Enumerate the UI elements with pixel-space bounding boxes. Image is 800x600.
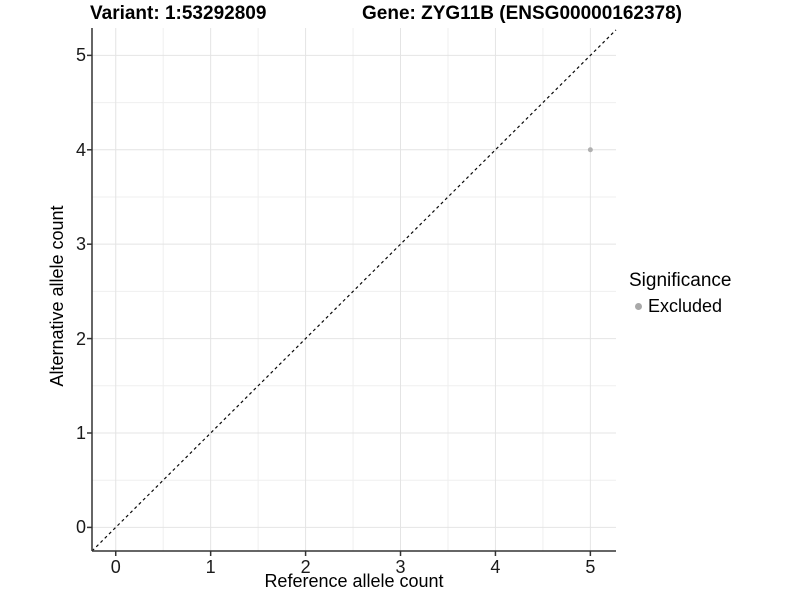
y-tick-label: 5 <box>75 45 86 66</box>
legend: Significance Excluded <box>629 269 731 317</box>
y-axis-title: Alternative allele count <box>47 205 67 387</box>
y-tick-label: 2 <box>75 328 86 349</box>
x-tick-label: 2 <box>300 557 311 577</box>
legend-item-excluded: Excluded <box>629 295 731 317</box>
data-point <box>587 147 593 153</box>
y-tick-label: 4 <box>75 139 86 160</box>
x-tick-label: 5 <box>585 557 596 577</box>
x-tick-label: 4 <box>490 557 501 577</box>
gene-title: Gene: ZYG11B (ENSG00000162378) <box>362 3 683 24</box>
legend-item-label: Excluded <box>648 296 723 316</box>
x-axis-title: Reference allele count <box>264 571 444 591</box>
y-tick-label: 0 <box>75 517 86 538</box>
y-tick-label: 3 <box>75 234 86 255</box>
y-tick-label: 1 <box>75 422 86 443</box>
variant-title: Variant: 1:53292809 <box>90 3 267 24</box>
x-tick-label: 1 <box>205 557 216 577</box>
legend-key-dot-icon <box>635 302 642 310</box>
identity-dashed-line <box>91 29 617 552</box>
x-tick-label: 3 <box>395 557 406 577</box>
legend-title: Significance <box>629 270 732 291</box>
x-tick-label: 0 <box>110 557 121 577</box>
